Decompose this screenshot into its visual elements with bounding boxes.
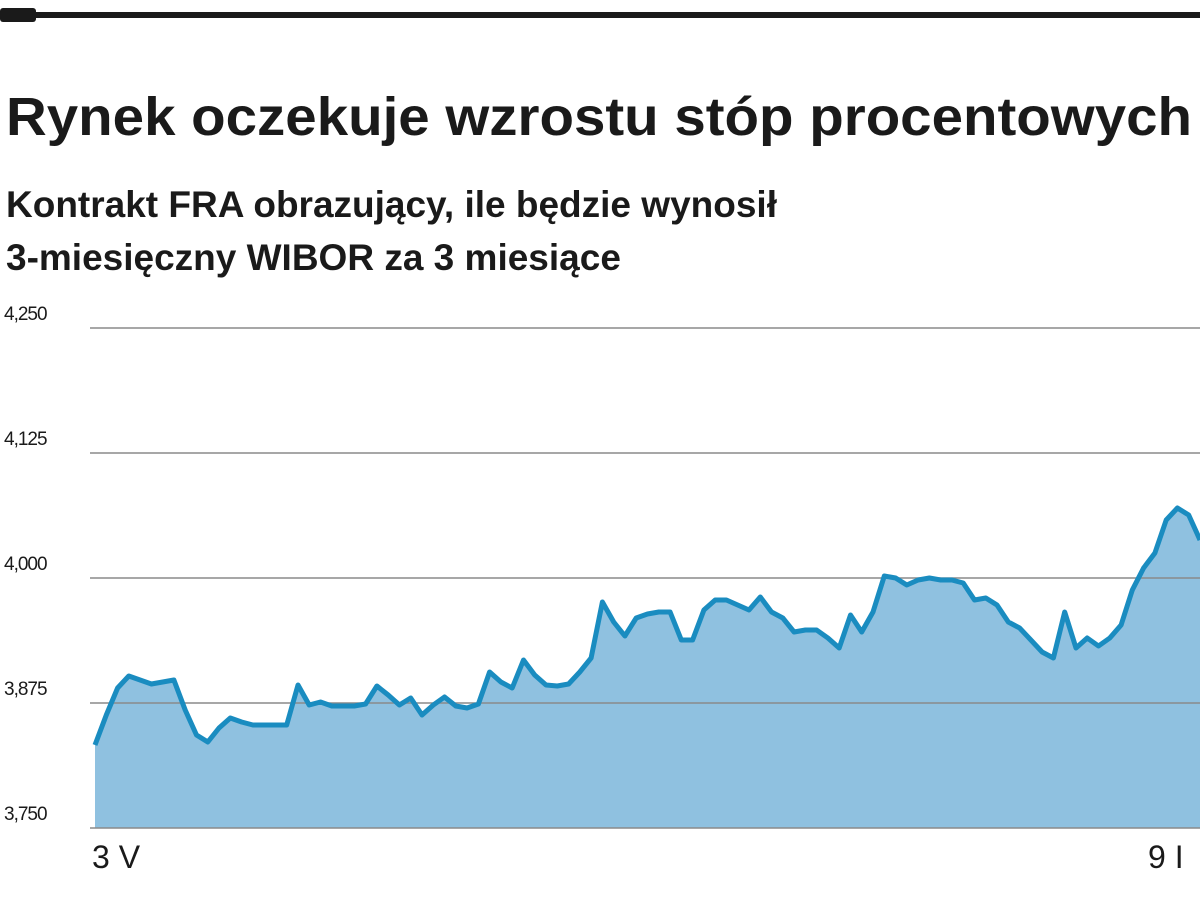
x-tick-label: 9 I bbox=[1148, 839, 1184, 875]
chart-title: Rynek oczekuje wzrostu stóp procentowych bbox=[6, 87, 1192, 147]
top-rule bbox=[0, 12, 1200, 18]
x-tick-label: 3 V bbox=[92, 839, 141, 875]
area-fill bbox=[95, 508, 1200, 828]
chart-subtitle: 3-miesięczny WIBOR za 3 miesiące bbox=[6, 237, 621, 278]
y-tick-label: 4,000 bbox=[4, 554, 47, 575]
y-tick-label: 3,750 bbox=[4, 804, 47, 825]
chart-subtitle: Kontrakt FRA obrazujący, ile będzie wyno… bbox=[6, 184, 777, 225]
y-tick-label: 4,125 bbox=[4, 429, 47, 450]
y-tick-label: 3,875 bbox=[4, 679, 47, 700]
line bbox=[92, 505, 1200, 746]
y-tick-label: 4,250 bbox=[4, 304, 47, 325]
top-rule-cap bbox=[0, 8, 36, 22]
